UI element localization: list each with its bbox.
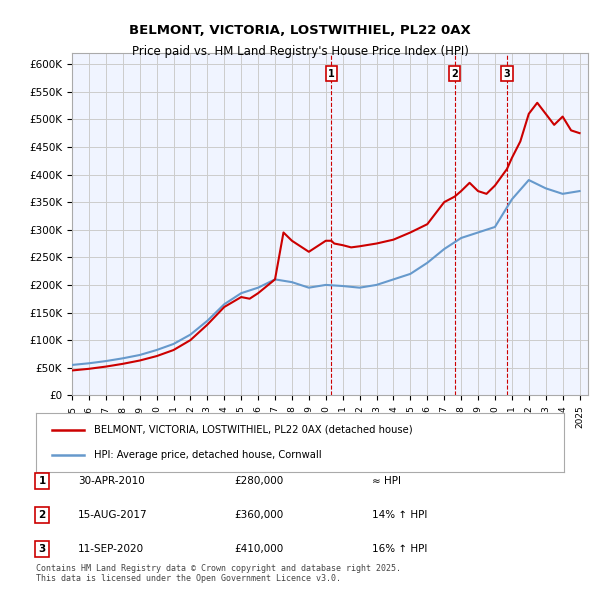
- Text: 14% ↑ HPI: 14% ↑ HPI: [372, 510, 427, 520]
- Text: BELMONT, VICTORIA, LOSTWITHIEL, PL22 0AX (detached house): BELMONT, VICTORIA, LOSTWITHIEL, PL22 0AX…: [94, 425, 413, 434]
- Text: 15-AUG-2017: 15-AUG-2017: [78, 510, 148, 520]
- Text: 11-SEP-2020: 11-SEP-2020: [78, 545, 144, 554]
- Text: £280,000: £280,000: [234, 476, 283, 486]
- Text: 3: 3: [503, 68, 511, 78]
- Text: Contains HM Land Registry data © Crown copyright and database right 2025.
This d: Contains HM Land Registry data © Crown c…: [36, 563, 401, 583]
- Text: 3: 3: [38, 545, 46, 554]
- Text: 2: 2: [451, 68, 458, 78]
- Text: 2: 2: [38, 510, 46, 520]
- Text: 1: 1: [328, 68, 335, 78]
- Text: £410,000: £410,000: [234, 545, 283, 554]
- Text: £360,000: £360,000: [234, 510, 283, 520]
- Text: Price paid vs. HM Land Registry's House Price Index (HPI): Price paid vs. HM Land Registry's House …: [131, 45, 469, 58]
- Text: BELMONT, VICTORIA, LOSTWITHIEL, PL22 0AX: BELMONT, VICTORIA, LOSTWITHIEL, PL22 0AX: [129, 24, 471, 37]
- Text: 30-APR-2010: 30-APR-2010: [78, 476, 145, 486]
- Text: 1: 1: [38, 476, 46, 486]
- Text: ≈ HPI: ≈ HPI: [372, 476, 401, 486]
- Text: 16% ↑ HPI: 16% ↑ HPI: [372, 545, 427, 554]
- Text: HPI: Average price, detached house, Cornwall: HPI: Average price, detached house, Corn…: [94, 451, 322, 460]
